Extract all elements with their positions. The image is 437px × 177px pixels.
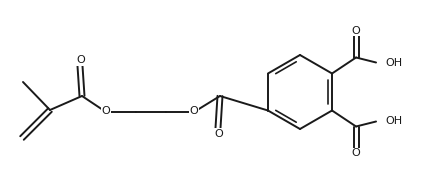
Text: O: O xyxy=(190,106,198,116)
Text: O: O xyxy=(352,149,361,158)
Text: OH: OH xyxy=(385,116,402,127)
Text: O: O xyxy=(76,55,85,65)
Text: O: O xyxy=(102,106,111,116)
Text: O: O xyxy=(215,129,223,139)
Text: O: O xyxy=(352,25,361,36)
Text: OH: OH xyxy=(385,58,402,67)
